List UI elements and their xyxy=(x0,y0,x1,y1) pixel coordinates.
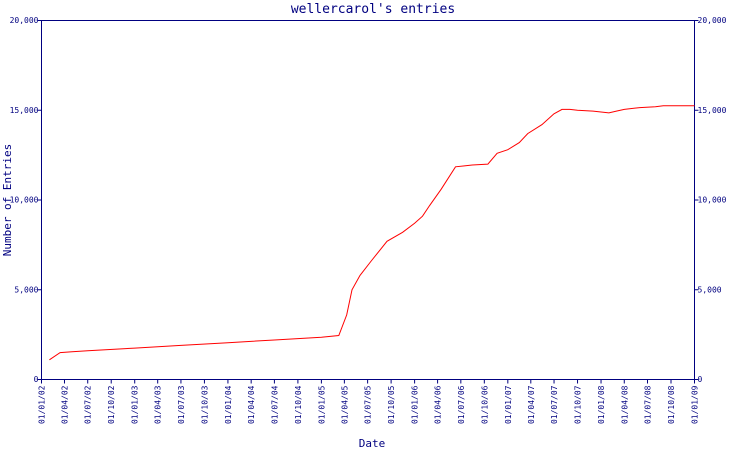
y-axis-right: 0 5,000 10,000 15,000 20,000 xyxy=(694,16,727,384)
x-tick-label: 01/01/06 xyxy=(411,385,420,424)
x-tick-label: 01/10/02 xyxy=(107,385,116,424)
y-tick-label-right: 20,000 xyxy=(698,16,727,25)
x-tick-label: 01/07/07 xyxy=(550,385,559,424)
x-tick-label: 01/04/08 xyxy=(620,385,629,424)
x-tick-label: 01/10/08 xyxy=(667,385,676,424)
y-axis-left: 0 5,000 10,000 15,000 20,000 xyxy=(10,16,42,384)
x-tick-label: 01/04/03 xyxy=(154,385,163,424)
x-tick-label: 01/04/06 xyxy=(434,385,443,424)
x-axis: 01/01/02 01/04/02 01/07/02 01/10/02 01/01/03… xyxy=(38,379,700,424)
x-tick-label: 01/10/04 xyxy=(294,385,303,424)
y-tick-label-right: 0 xyxy=(698,375,703,384)
x-tick-label: 01/01/07 xyxy=(504,385,513,424)
x-tick-label: 01/04/07 xyxy=(527,385,536,424)
x-tick-label: 01/07/04 xyxy=(270,385,279,424)
x-tick-label: 01/07/02 xyxy=(84,385,93,424)
y-tick-label-left: 10,000 xyxy=(10,196,39,205)
x-tick-label: 01/07/08 xyxy=(644,385,653,424)
y-tick-label-right: 5,000 xyxy=(698,285,722,294)
y-tick-label-left: 20,000 xyxy=(10,16,39,25)
y-tick-label-left: 5,000 xyxy=(14,285,38,294)
x-tick-label: 01/04/02 xyxy=(60,385,69,424)
x-tick-label: 01/01/02 xyxy=(38,385,47,424)
y-tick-label-right: 10,000 xyxy=(698,196,727,205)
y-tick-label-left: 15,000 xyxy=(10,106,39,115)
y-axis-label: Number of Entries xyxy=(1,144,14,257)
y-tick-label-left: 0 xyxy=(34,375,39,384)
x-tick-label: 01/07/03 xyxy=(177,385,186,424)
x-tick-label: 01/10/06 xyxy=(480,385,489,424)
y-tick-label-right: 15,000 xyxy=(698,106,727,115)
x-tick-label: 01/01/03 xyxy=(131,385,140,424)
x-tick-label: 01/01/09 xyxy=(691,385,700,424)
x-tick-label: 01/10/05 xyxy=(387,385,396,424)
x-tick-label: 01/07/05 xyxy=(364,385,373,424)
series-line-0 xyxy=(49,105,695,361)
x-tick-label: 01/10/07 xyxy=(574,385,583,424)
x-tick-label: 01/07/06 xyxy=(457,385,466,424)
series-layer xyxy=(49,105,695,361)
x-tick-label: 01/10/03 xyxy=(200,385,209,424)
plot-area xyxy=(41,20,695,380)
x-tick-label: 01/04/04 xyxy=(247,385,256,424)
x-tick-label: 01/01/04 xyxy=(224,385,233,424)
x-axis-label: Date xyxy=(359,437,386,450)
x-tick-label: 01/04/05 xyxy=(340,385,349,424)
x-tick-label: 01/01/08 xyxy=(597,385,606,424)
chart-title: wellercarol's entries xyxy=(291,2,455,17)
x-tick-label: 01/01/05 xyxy=(317,385,326,424)
